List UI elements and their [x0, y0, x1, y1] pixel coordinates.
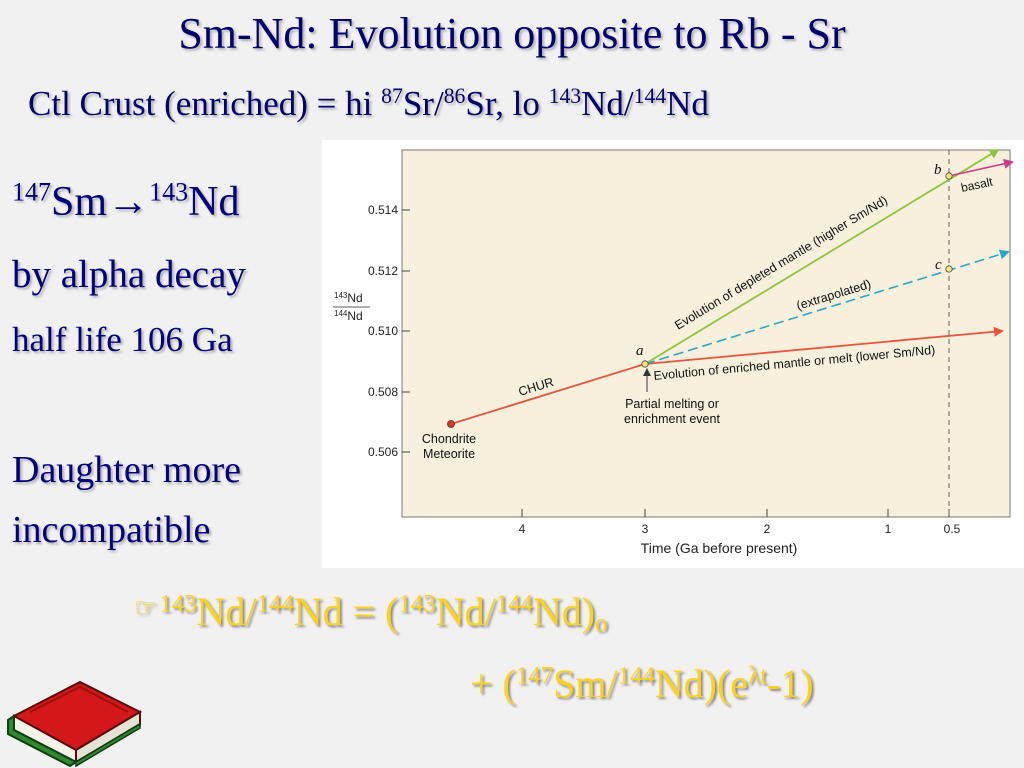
eq-text: Nd/: [435, 589, 496, 634]
subtitle-sup: 86: [443, 84, 466, 109]
x-tick-label: 4: [519, 522, 526, 536]
subtitle-text: Nd: [666, 84, 709, 123]
point-c: [945, 265, 953, 273]
y-tick-label: 0.506: [368, 445, 398, 459]
slide-title: Sm-Nd: Evolution opposite to Rb - Sr: [178, 9, 846, 58]
eq-sup: 144: [495, 590, 533, 618]
decay-equation-line-2: + (147Sm/144Nd)(eλt-1): [470, 660, 814, 707]
depleted-mantle-line: [644, 148, 1000, 365]
decay-sup: 143: [149, 177, 189, 207]
x-tick-label: 2: [764, 522, 771, 536]
eq-sup: λt: [748, 662, 767, 690]
arrow-icon: →: [107, 179, 150, 225]
eq-sup: 143: [398, 590, 436, 618]
sm-nd-evolution-diagram: 0.514 0.512 0.510 0.508 0.506 143Nd 144N…: [322, 140, 1024, 568]
y-axis-label-denominator: 144Nd: [334, 309, 363, 323]
chondrite-point: [447, 420, 455, 428]
pointing-hand-icon: ☞: [134, 592, 158, 622]
eq-text: Nd)(e: [654, 661, 749, 706]
basalt-label: basalt: [960, 174, 995, 194]
subtitle-sup: 87: [381, 84, 403, 109]
half-life-text: half life 106 Ga: [12, 320, 233, 359]
eq-text: Nd = (: [293, 589, 399, 634]
eq-text: Nd/: [196, 589, 257, 634]
x-tick-label: 0.5: [944, 522, 961, 536]
point-c-label: c: [935, 257, 942, 273]
x-tick-label: 1: [885, 522, 892, 536]
partial-melting-label-line-1: Partial melting or: [625, 397, 719, 411]
x-tick-label: 3: [642, 522, 649, 536]
x-axis-label: Time (Ga before present): [641, 540, 798, 556]
enriched-mantle-line: [644, 326, 1004, 365]
red-book-icon: [7, 680, 143, 768]
point-b-label: b: [934, 162, 942, 178]
chondrite-label-line-1: Chondrite: [422, 432, 476, 446]
eq-sup: 143: [159, 590, 197, 618]
eq-text: + (: [470, 661, 516, 706]
y-tick-label: 0.510: [368, 324, 398, 338]
subtitle-text: Nd/: [581, 84, 634, 123]
eq-sup: 147: [515, 662, 554, 690]
basalt-arrow: [948, 158, 1014, 177]
decay-equation: 147Sm→143Nd: [12, 178, 239, 226]
point-a: [641, 360, 649, 368]
point-b: [945, 172, 953, 180]
subtitle-sup: 144: [633, 84, 667, 109]
subtitle-sup: 143: [548, 84, 582, 109]
daughter-text-line-2: incompatible: [12, 509, 211, 551]
decay-text: Sm: [51, 179, 108, 225]
daughter-text-line-1: Daughter more: [12, 449, 241, 491]
eq-text: -1): [766, 661, 814, 706]
eq-sup: 144: [617, 662, 655, 690]
y-tick-label: 0.512: [368, 264, 398, 278]
eq-sub: o: [595, 610, 608, 638]
eq-sup: 144: [256, 590, 294, 618]
subtitle-text: Sr/: [402, 84, 444, 123]
point-a-label: a: [636, 343, 644, 359]
eq-text: Nd): [532, 589, 596, 634]
y-tick-label: 0.508: [368, 385, 398, 399]
y-tick-label: 0.514: [368, 203, 398, 217]
decay-equation-line-1: ☞143Nd/144Nd = (143Nd/144Nd)o: [134, 588, 608, 638]
eq-text: Sm/: [553, 661, 618, 706]
subtitle-text: Ctl Crust (enriched) = hi: [28, 84, 382, 123]
plot-area: [401, 149, 1011, 518]
decay-text: Nd: [188, 179, 240, 225]
y-axis-label-numerator: 143Nd: [334, 291, 363, 305]
decay-sup: 147: [12, 177, 52, 207]
partial-melting-label-line-2: enrichment event: [624, 412, 720, 426]
slide-subtitle: Ctl Crust (enriched) = hi 87Sr/86Sr, lo …: [28, 84, 709, 124]
chur-line: [450, 363, 646, 425]
chondrite-label-line-2: Meteorite: [423, 447, 475, 461]
alpha-decay-text: by alpha decay: [12, 253, 246, 296]
subtitle-text: Sr, lo: [465, 84, 549, 123]
